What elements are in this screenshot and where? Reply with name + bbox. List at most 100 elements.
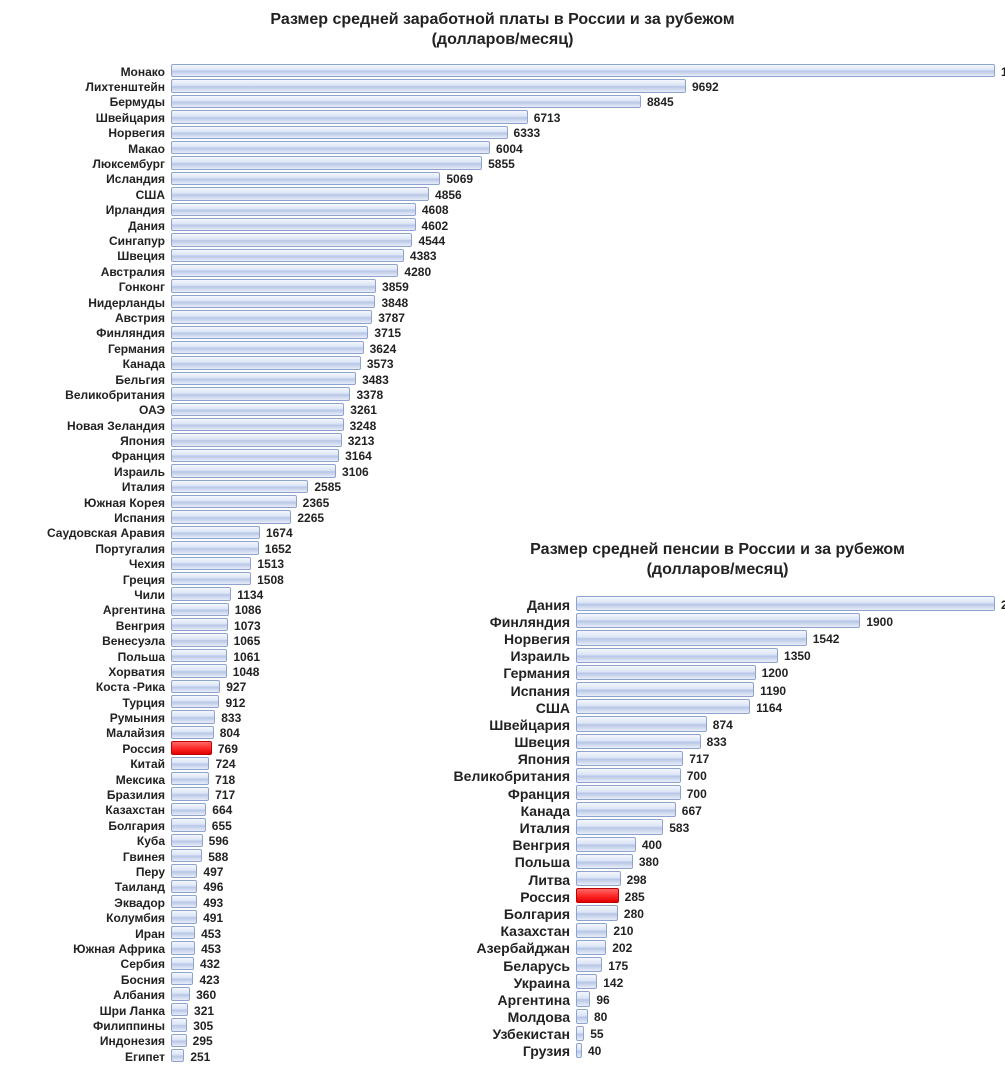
- bar-label: Франция: [10, 449, 171, 463]
- bar-row: Австралия4280: [10, 264, 995, 279]
- bar-row: Канада3573: [10, 356, 995, 371]
- bar-label: Ирландия: [10, 203, 171, 217]
- bar-label: Таиланд: [10, 880, 171, 894]
- bar: [171, 803, 206, 816]
- bar: [171, 587, 231, 600]
- bar-label: Южная Корея: [10, 496, 171, 510]
- bar: [576, 648, 778, 663]
- bar-value: 491: [203, 911, 223, 925]
- bar-area: 40: [576, 1043, 995, 1060]
- bar-area: 3248: [171, 418, 995, 433]
- bar-label: Литва: [440, 872, 576, 888]
- bar: [576, 1026, 584, 1041]
- bar-area: 3213: [171, 433, 995, 448]
- bar-value: 5069: [446, 172, 473, 186]
- bar: [576, 940, 606, 955]
- bar-row: Польша380: [440, 854, 995, 871]
- bar-label: Хорватия: [10, 665, 171, 679]
- bar-value: 700: [687, 769, 707, 783]
- bar-row: Венгрия400: [440, 837, 995, 854]
- bar-value: 305: [193, 1019, 213, 1033]
- bar-area: 3624: [171, 341, 995, 356]
- bar-row: Казахстан210: [440, 923, 995, 940]
- bar-row: Швейцария874: [440, 716, 995, 733]
- bar-area: 8845: [171, 95, 995, 110]
- bar: [171, 141, 490, 154]
- bar-row: Молдова80: [440, 1009, 995, 1026]
- bar-value: 3378: [356, 388, 383, 402]
- bar-label: Колумбия: [10, 911, 171, 925]
- bar-value: 4602: [422, 219, 449, 233]
- pension-chart: Дания2800Финляндия1900Норвегия1542Израил…: [440, 596, 995, 1060]
- bar-value: 1048: [233, 665, 260, 679]
- bar: [576, 734, 701, 749]
- bar-value: 3106: [342, 465, 369, 479]
- bar-row: Финляндия1900: [440, 613, 995, 630]
- bar-label: Сербия: [10, 957, 171, 971]
- bar-row: Бермуды8845: [10, 95, 995, 110]
- bar-row: Южная Корея 2365: [10, 495, 995, 510]
- bar-label: США: [440, 700, 576, 716]
- bar-value: 1061: [233, 650, 260, 664]
- pension-chart-container: Размер средней пенсии в России и за рубе…: [440, 540, 995, 1060]
- bar-value: 655: [212, 819, 232, 833]
- bar-row: Франция700: [440, 785, 995, 802]
- bar-row: Монако15507: [10, 64, 995, 79]
- bar-value: 2365: [303, 496, 330, 510]
- bar-label: Азербайджан: [440, 940, 576, 956]
- bar-row: Новая Зеландия3248: [10, 418, 995, 433]
- bar-label: Бразилия: [10, 788, 171, 802]
- bar: [171, 433, 342, 446]
- bar-label: Шри Ланка: [10, 1004, 171, 1018]
- bar-value: 15507: [1001, 65, 1005, 79]
- bar: [576, 802, 676, 817]
- bar-value: 1164: [756, 701, 782, 715]
- bar-label: Аргентина: [10, 603, 171, 617]
- bar: [171, 957, 194, 970]
- bar-value: 4856: [435, 188, 462, 202]
- bar-label: Польша: [440, 854, 576, 870]
- bar: [171, 341, 364, 354]
- bar-value: 202: [612, 941, 632, 955]
- bar-value: 700: [687, 787, 707, 801]
- bar-row: Германия1200: [440, 665, 995, 682]
- bar-value: 3483: [362, 373, 389, 387]
- bar-value: 80: [594, 1010, 607, 1024]
- bar-label: Куба: [10, 834, 171, 848]
- bar: [576, 1043, 582, 1058]
- bar-label: Великобритания: [10, 388, 171, 402]
- bar-highlight: [171, 741, 212, 754]
- bar-highlight: [576, 888, 619, 903]
- bar-label: Сингапур: [10, 234, 171, 248]
- bar: [171, 618, 228, 631]
- bar: [171, 1049, 184, 1062]
- bar-value: 321: [194, 1004, 214, 1018]
- bar: [576, 991, 590, 1006]
- bar: [576, 716, 707, 731]
- bar-row: Швеция833: [440, 734, 995, 751]
- bar: [171, 603, 229, 616]
- bar-value: 874: [713, 718, 733, 732]
- bar-area: 717: [576, 751, 995, 768]
- bar-area: 9692: [171, 79, 995, 94]
- bar-label: Румыния: [10, 711, 171, 725]
- bar-label: Венгрия: [10, 619, 171, 633]
- bar: [171, 95, 641, 108]
- bar: [576, 699, 750, 714]
- bar-row: Япония3213: [10, 433, 995, 448]
- bar-area: 3859: [171, 279, 995, 294]
- bar-area: 1900: [576, 613, 995, 630]
- bar-label: Венгрия: [440, 837, 576, 853]
- bar: [576, 854, 633, 869]
- bar-row: Макао6004: [10, 141, 995, 156]
- bar-row: Люксембург5855: [10, 156, 995, 171]
- bar-row: Франция3164: [10, 449, 995, 464]
- bar-area: 2365: [171, 495, 995, 510]
- bar-label: Дания: [10, 219, 171, 233]
- bar: [171, 480, 308, 493]
- bar-label: Австрия: [10, 311, 171, 325]
- bar-value: 912: [225, 696, 245, 710]
- bar-value: 1134: [237, 588, 263, 602]
- bar-value: 3573: [367, 357, 394, 371]
- bar-value: 1065: [234, 634, 261, 648]
